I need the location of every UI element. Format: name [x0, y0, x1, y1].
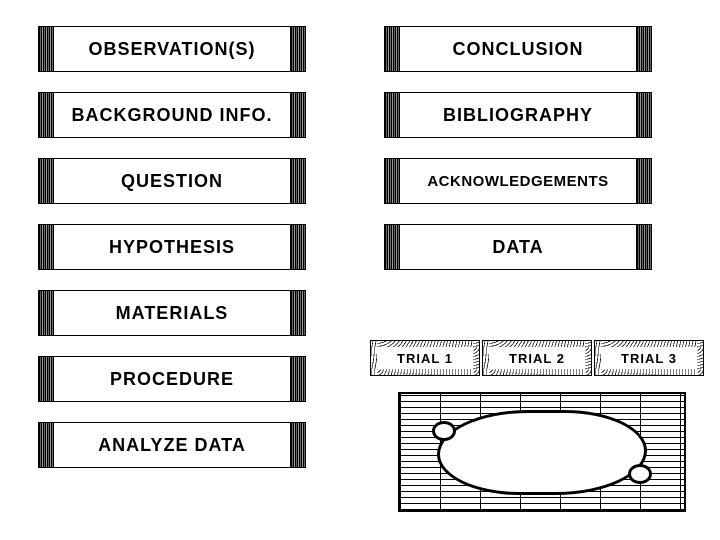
trial-label: TRIAL 1	[393, 351, 457, 366]
card-label: BACKGROUND INFO.	[56, 105, 289, 126]
card-label: ACKNOWLEDGEMENTS	[411, 173, 624, 190]
card-label: BIBLIOGRAPHY	[427, 105, 609, 126]
card-observations: OBSERVATION(S)	[38, 26, 306, 72]
right-column: CONCLUSION BIBLIOGRAPHY ACKNOWLEDGEMENTS…	[384, 26, 652, 270]
card-materials: MATERIALS	[38, 290, 306, 336]
card-label: CONCLUSION	[437, 39, 600, 60]
card-analyze-data: ANALYZE DATA	[38, 422, 306, 468]
card-data: DATA	[384, 224, 652, 270]
card-acknowledgements: ACKNOWLEDGEMENTS	[384, 158, 652, 204]
trial-3: TRIAL 3	[594, 340, 704, 376]
card-label: MATERIALS	[100, 303, 245, 324]
speech-blob	[437, 410, 647, 495]
trial-label: TRIAL 2	[505, 351, 569, 366]
card-label: HYPOTHESIS	[93, 237, 251, 258]
card-question: QUESTION	[38, 158, 306, 204]
card-hypothesis: HYPOTHESIS	[38, 224, 306, 270]
left-column: OBSERVATION(S) BACKGROUND INFO. QUESTION…	[38, 26, 306, 468]
card-procedure: PROCEDURE	[38, 356, 306, 402]
card-label: QUESTION	[105, 171, 239, 192]
card-conclusion: CONCLUSION	[384, 26, 652, 72]
trials-row: TRIAL 1 TRIAL 2 TRIAL 3	[370, 340, 704, 376]
decorative-panel	[398, 392, 686, 512]
card-label: OBSERVATION(S)	[72, 39, 271, 60]
card-label: ANALYZE DATA	[82, 435, 262, 456]
trial-2: TRIAL 2	[482, 340, 592, 376]
card-label: PROCEDURE	[94, 369, 250, 390]
card-background-info: BACKGROUND INFO.	[38, 92, 306, 138]
card-bibliography: BIBLIOGRAPHY	[384, 92, 652, 138]
trial-label: TRIAL 3	[617, 351, 681, 366]
trial-1: TRIAL 1	[370, 340, 480, 376]
card-label: DATA	[476, 237, 559, 258]
